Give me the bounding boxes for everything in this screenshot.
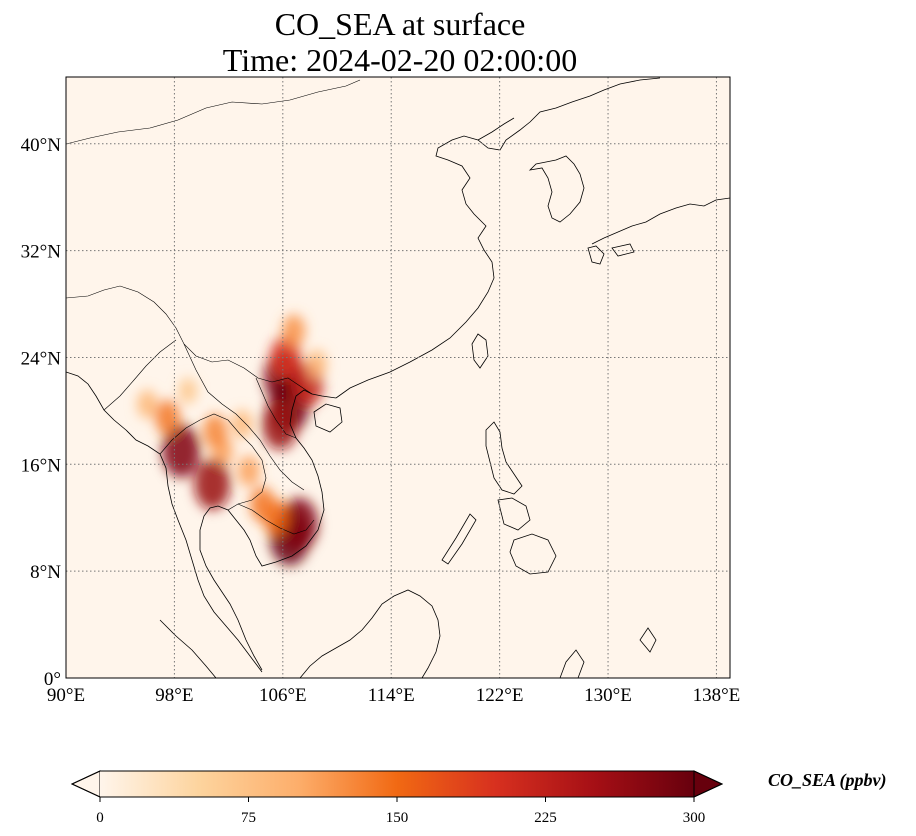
lat-tick-label: 40°N — [21, 135, 62, 156]
border-thailand — [159, 413, 267, 511]
hotspot-13 — [194, 458, 231, 510]
hotspot-18 — [231, 409, 253, 439]
coastline-china-east — [335, 77, 661, 399]
lat-tick-label: 0° — [44, 669, 61, 690]
coastline-luzon — [485, 421, 523, 495]
colorbar-tick-label: 75 — [241, 810, 256, 826]
border-laos — [183, 343, 305, 491]
colorbar-extend-high — [693, 770, 724, 798]
coastline-burma — [66, 371, 263, 673]
colorbar-bar — [100, 771, 694, 797]
coastline-palawan — [441, 513, 477, 565]
map-background — [66, 77, 730, 678]
colorbar-ticks: 0 75 150 225 300 — [96, 797, 705, 826]
coastline-japan-honshu — [591, 197, 730, 245]
border-vietnam — [255, 377, 297, 439]
hotspot-14 — [202, 414, 228, 448]
lon-tick-label: 90°E — [47, 685, 85, 706]
colorbar-tick-label: 0 — [96, 810, 104, 826]
coastline-sulawesi — [559, 649, 585, 678]
lat-tick-label: 16°N — [21, 455, 62, 476]
colorbar-tick-label: 150 — [386, 810, 409, 826]
map-frame — [65, 76, 731, 679]
lon-tick-label: 98°E — [155, 685, 193, 706]
hotspot-17 — [137, 389, 158, 419]
coastline-bohai — [477, 117, 515, 141]
longitude-tick-labels: 90°E 98°E 106°E 114°E 122°E 130°E 138°E — [47, 685, 740, 706]
lon-tick-label: 138°E — [693, 685, 741, 706]
map-title: CO_SEA at surface — [274, 6, 526, 42]
coastline-japan-kyushu — [587, 245, 605, 265]
coastline-mindanao — [509, 533, 557, 575]
colorbar-tick-label: 225 — [534, 810, 557, 826]
colorbar-label: CO_SEA (ppbv) — [768, 770, 887, 790]
lat-tick-label: 32°N — [21, 242, 62, 263]
hotspot-16 — [155, 400, 181, 436]
hotspot-19 — [178, 377, 198, 404]
coastline-halmahera — [639, 627, 657, 653]
coastline-visayas — [497, 497, 531, 531]
coastline-hainan — [313, 403, 343, 433]
lon-tick-label: 106°E — [259, 685, 307, 706]
lon-tick-label: 130°E — [584, 685, 632, 706]
hotspot-11 — [237, 455, 261, 487]
concentration-field — [137, 314, 327, 566]
coastline-japan-shikoku — [611, 243, 635, 257]
coastline-korea — [528, 155, 585, 223]
border-myanmar — [103, 339, 177, 411]
hotspot-10 — [249, 486, 276, 522]
border-china-north — [66, 79, 361, 145]
hotspot-4 — [282, 314, 306, 347]
coastline-sumatra — [159, 619, 217, 678]
border-china-south — [66, 285, 313, 395]
colorbar: 0 75 150 225 300 — [70, 770, 724, 826]
colorbar-extend-low — [70, 770, 101, 798]
hotspot-6 — [306, 349, 327, 379]
lat-tick-label: 8°N — [30, 562, 61, 583]
hotspot-8 — [280, 497, 319, 552]
coastlines — [66, 77, 730, 678]
coastline-indochina — [199, 389, 337, 671]
border-cambodia — [237, 503, 315, 535]
coastline-borneo — [299, 589, 441, 678]
lat-tick-label: 24°N — [21, 348, 62, 369]
colorbar-tick-label: 300 — [683, 810, 706, 826]
map-subtitle-time: Time: 2024-02-20 02:00:00 — [222, 42, 578, 78]
coastline-taiwan — [471, 333, 489, 369]
latitude-tick-labels: 0° 8°N 16°N 24°N 32°N 40°N — [21, 135, 62, 690]
lon-tick-label: 114°E — [368, 685, 415, 706]
lon-tick-label: 122°E — [476, 685, 524, 706]
